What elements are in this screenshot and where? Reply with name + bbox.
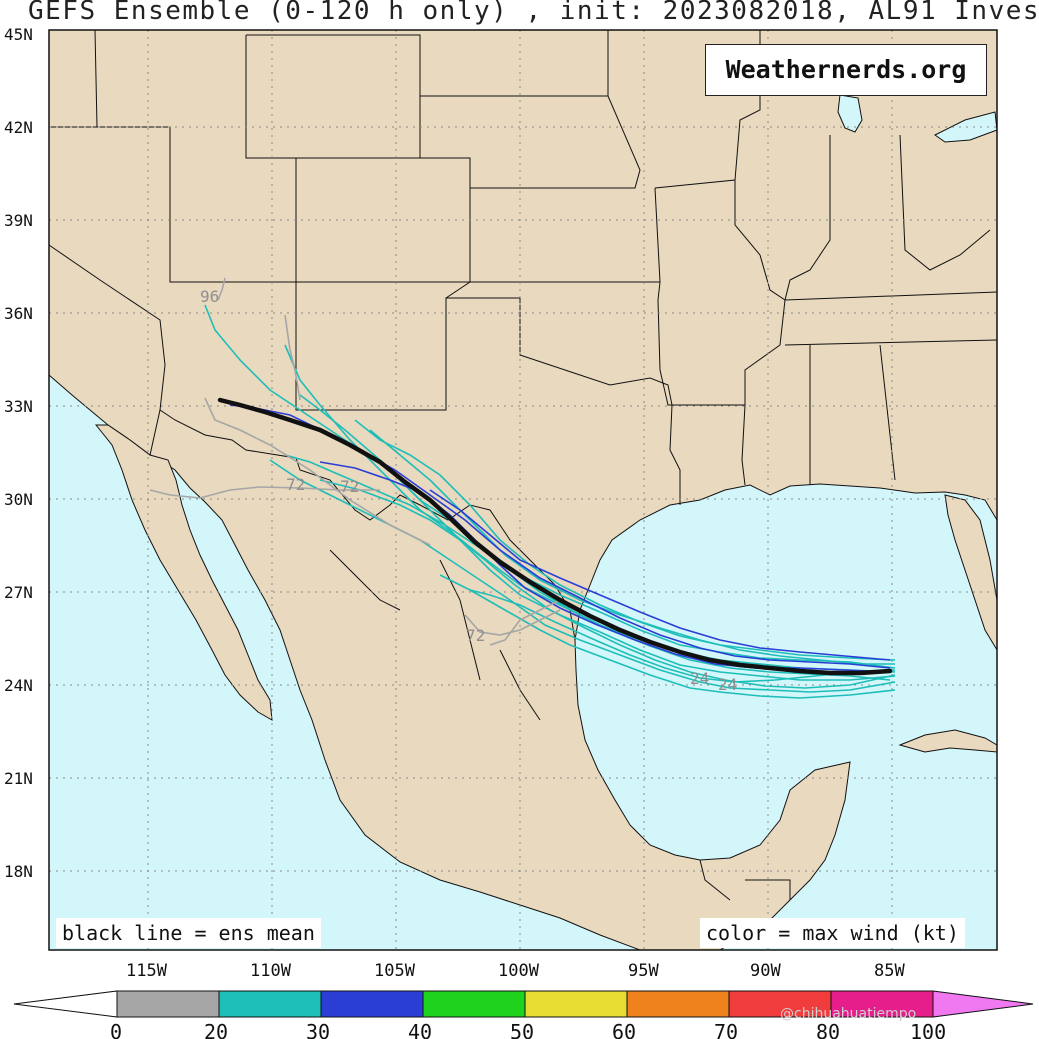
lon-label: 95W bbox=[628, 961, 659, 981]
longitude-axis: 115W 110W 105W 100W 95W 90W 85W bbox=[126, 961, 905, 981]
track-member bbox=[354, 419, 896, 661]
track-hour-labels: 96 72 72 72 24 24 bbox=[200, 287, 737, 694]
lat-label: 39N bbox=[4, 211, 33, 230]
lat-label: 42N bbox=[4, 118, 33, 137]
track-label: 72 bbox=[340, 477, 359, 496]
colorbar-tick: 30 bbox=[306, 1020, 330, 1039]
lat-label: 21N bbox=[4, 769, 33, 788]
track-member bbox=[429, 489, 891, 661]
track-label: 72 bbox=[466, 626, 485, 645]
brand-logo: Weathernerds.org bbox=[705, 44, 987, 96]
track-label: 96 bbox=[200, 287, 219, 306]
track-member bbox=[204, 397, 431, 546]
lon-label: 105W bbox=[374, 961, 416, 981]
lat-label: 30N bbox=[4, 490, 33, 509]
colorbar-tick: 60 bbox=[612, 1020, 636, 1039]
colorbar-tick: 20 bbox=[204, 1020, 228, 1039]
colorbar-tick: 50 bbox=[510, 1020, 534, 1039]
lat-label: 33N bbox=[4, 397, 33, 416]
lon-label: 110W bbox=[250, 961, 292, 981]
lat-label: 36N bbox=[4, 304, 33, 323]
map-frame bbox=[48, 29, 998, 951]
lon-label: 115W bbox=[126, 961, 168, 981]
map-title: GEFS Ensemble (0-120 h only) , init: 202… bbox=[28, 0, 1039, 26]
track-member bbox=[439, 574, 896, 699]
track-label: 72 bbox=[286, 475, 305, 494]
colorbar-segment bbox=[218, 990, 322, 1018]
land-north-america bbox=[48, 29, 998, 951]
colorbar-tick: 0 bbox=[110, 1020, 122, 1039]
track-member bbox=[299, 394, 896, 681]
colorbar-right-arrow bbox=[932, 990, 1034, 1018]
mean-line-legend: black line = ens mean bbox=[56, 918, 321, 948]
lon-label: 100W bbox=[498, 961, 540, 981]
colorbar-left-arrow bbox=[13, 990, 118, 1018]
colorbar-tick: 70 bbox=[714, 1020, 738, 1039]
lat-label: 24N bbox=[4, 676, 33, 695]
ensemble-mean-track bbox=[217, 397, 893, 676]
track-member bbox=[269, 459, 896, 693]
colorbar-segment bbox=[524, 990, 628, 1018]
colorbar-segment bbox=[728, 990, 832, 1018]
track-member bbox=[149, 486, 380, 499]
colorbar-tick: 40 bbox=[408, 1020, 432, 1039]
colorbar-tick: 80 bbox=[816, 1020, 840, 1039]
track-member bbox=[489, 599, 561, 646]
watermark-text: @chihuahuatiempo bbox=[780, 1006, 916, 1022]
land-florida bbox=[944, 494, 998, 652]
lat-label: 45N bbox=[4, 25, 33, 44]
color-legend: color = max wind (kt) bbox=[700, 918, 965, 948]
lat-label: 27N bbox=[4, 583, 33, 602]
track-member bbox=[284, 344, 896, 673]
track-member bbox=[284, 314, 301, 401]
colorbar-tick: 100 bbox=[910, 1020, 946, 1039]
track-member bbox=[319, 479, 896, 689]
lake-michigan bbox=[837, 94, 863, 133]
lon-label: 85W bbox=[874, 961, 905, 981]
latitude-axis: 45N 42N 39N 36N 33N 30N 27N 24N 21N 18N bbox=[4, 25, 33, 881]
wind-colorbar bbox=[13, 990, 1034, 1018]
track-label: 24 bbox=[690, 669, 709, 688]
colorbar-ticks: 0 20 30 40 50 60 70 80 100 bbox=[110, 1020, 946, 1039]
track-member bbox=[217, 277, 226, 301]
track-member bbox=[469, 589, 896, 683]
colorbar-segment bbox=[626, 990, 730, 1018]
colorbar-segment bbox=[422, 990, 526, 1018]
track-label: 24 bbox=[718, 675, 737, 694]
colorbar-segment bbox=[320, 990, 424, 1018]
lon-label: 90W bbox=[750, 961, 781, 981]
colorbar-segment bbox=[116, 990, 220, 1018]
lat-label: 18N bbox=[4, 862, 33, 881]
